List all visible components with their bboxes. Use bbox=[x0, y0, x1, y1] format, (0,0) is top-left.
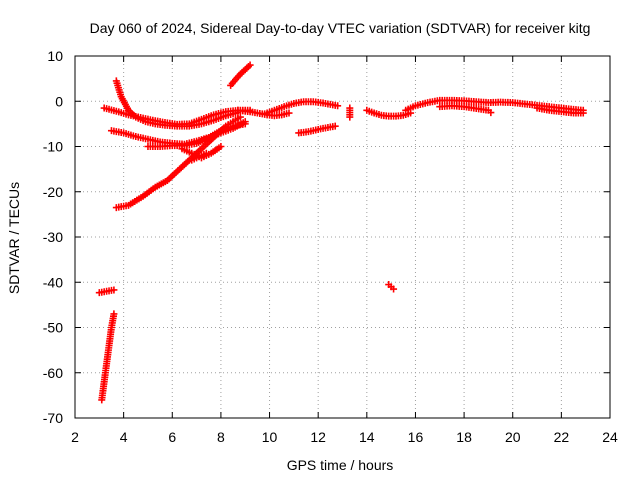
x-tick-label: 16 bbox=[408, 429, 424, 445]
chart-title: Day 060 of 2024, Sidereal Day-to-day VTE… bbox=[90, 20, 591, 36]
series-late-tail bbox=[533, 104, 587, 117]
data-point bbox=[236, 113, 244, 121]
y-axis-ticks: 10 0 -10 -20 -30 -40 -50 -60 -70 bbox=[43, 48, 610, 426]
data-point bbox=[487, 109, 495, 117]
y-tick-label: -40 bbox=[43, 274, 63, 290]
x-tick-label: 4 bbox=[120, 429, 128, 445]
data-point bbox=[110, 286, 118, 294]
x-tick-label: 18 bbox=[456, 429, 472, 445]
series-cluster-42 bbox=[95, 286, 118, 297]
data-points bbox=[95, 61, 587, 404]
series-isolated bbox=[385, 281, 398, 293]
series-lower-band bbox=[144, 120, 249, 150]
series-hump-10-12 bbox=[261, 98, 342, 118]
data-point bbox=[202, 149, 210, 157]
series-band-14-15 bbox=[363, 106, 415, 120]
y-tick-label: 10 bbox=[47, 48, 63, 64]
x-axis-ticks: 2 4 6 8 10 12 14 16 18 20 22 24 bbox=[71, 56, 618, 445]
y-tick-label: -30 bbox=[43, 229, 63, 245]
data-point bbox=[390, 285, 398, 293]
y-tick-label: -70 bbox=[43, 410, 63, 426]
series-step bbox=[188, 149, 210, 164]
y-tick-label: -20 bbox=[43, 184, 63, 200]
x-tick-label: 6 bbox=[168, 429, 176, 445]
data-point bbox=[331, 122, 339, 130]
x-tick-label: 8 bbox=[217, 429, 225, 445]
data-point bbox=[241, 120, 249, 128]
x-tick-label: 22 bbox=[554, 429, 570, 445]
series-late-isolated bbox=[487, 109, 495, 117]
x-tick-label: 10 bbox=[262, 429, 278, 445]
data-point bbox=[246, 61, 254, 69]
grid-lines bbox=[75, 56, 610, 418]
x-tick-label: 24 bbox=[602, 429, 618, 445]
data-point bbox=[334, 102, 342, 110]
x-tick-label: 20 bbox=[505, 429, 521, 445]
series-lower-11-13 bbox=[295, 122, 339, 137]
series-steep-descent bbox=[98, 310, 118, 404]
y-tick-label: 0 bbox=[55, 93, 63, 109]
y-tick-label: -50 bbox=[43, 320, 63, 336]
series-late-lower bbox=[436, 102, 492, 114]
data-point bbox=[217, 143, 225, 150]
data-point bbox=[285, 109, 293, 117]
data-point bbox=[346, 113, 354, 121]
x-tick-label: 14 bbox=[359, 429, 375, 445]
x-axis-label: GPS time / hours bbox=[287, 457, 394, 473]
x-tick-label: 2 bbox=[71, 429, 79, 445]
x-tick-label: 12 bbox=[310, 429, 326, 445]
data-point bbox=[579, 109, 587, 117]
series-point-13 bbox=[346, 104, 354, 121]
y-axis-label: SDTVAR / TECUs bbox=[6, 182, 22, 294]
series-upper-arc bbox=[100, 104, 254, 128]
series-rising-arc bbox=[112, 113, 244, 212]
series-rising-spike bbox=[227, 61, 254, 89]
data-point bbox=[110, 310, 118, 318]
y-tick-label: -60 bbox=[43, 365, 63, 381]
y-tick-label: -10 bbox=[43, 139, 63, 155]
